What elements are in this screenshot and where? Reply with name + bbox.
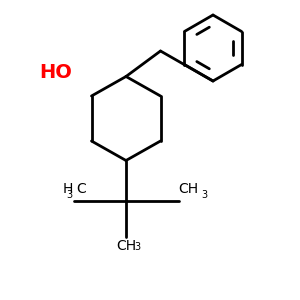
Text: HO: HO xyxy=(39,62,72,82)
Text: C: C xyxy=(76,182,86,196)
Text: CH: CH xyxy=(178,182,199,196)
Text: 3: 3 xyxy=(201,190,207,200)
Text: CH: CH xyxy=(116,238,136,253)
Text: H: H xyxy=(63,182,74,196)
Text: 3: 3 xyxy=(134,242,140,252)
Text: 3: 3 xyxy=(66,190,72,200)
